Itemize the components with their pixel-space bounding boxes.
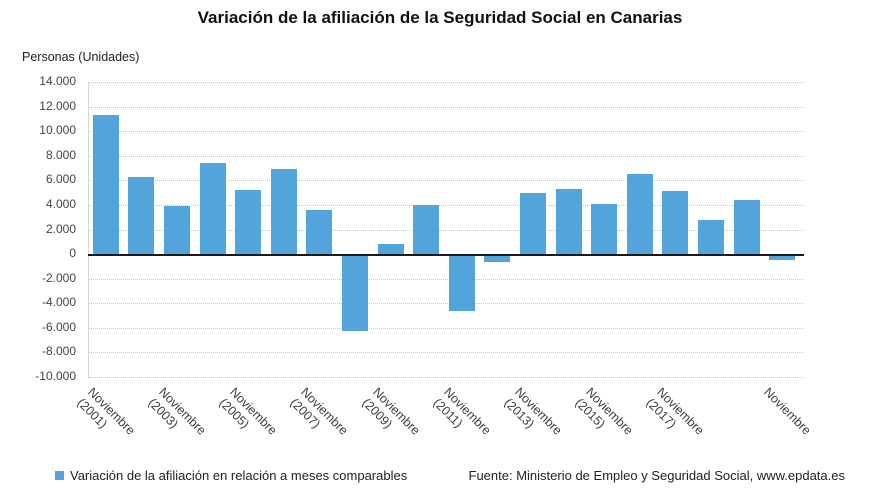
x-tick-label: Noviembre (2003) [145,385,209,438]
x-tick-label: Noviembre (2007) [287,385,352,438]
gridline [88,303,804,305]
y-tick-label: -4.000 [41,295,76,310]
bar-14[interactable] [555,188,582,255]
x-tick-label: Noviembre (2005) [216,385,280,438]
x-tick-label: Noviembre [761,385,814,438]
legend-item[interactable]: Variación de la afiliación en relación a… [55,468,407,483]
y-tick-label: 14.000 [39,74,76,88]
bar-3[interactable] [164,206,190,255]
bar-13[interactable] [520,192,546,255]
legend-swatch-icon [55,471,64,480]
y-tick-label: -10.000 [35,369,76,383]
y-tick-label: -8.000 [41,344,76,359]
x-tick-label: Noviembre (2015) [572,385,636,438]
gridline [88,180,804,182]
gridline [88,131,804,133]
bar-5[interactable] [235,190,262,255]
gridline [88,82,804,83]
x-tick-label: Noviembre (2009) [359,385,423,438]
bar-2[interactable] [128,176,155,255]
bar-9[interactable] [377,244,404,255]
gridline [88,278,804,280]
gridline [88,155,804,157]
y-axis-note: Personas (Unidades) [22,50,140,64]
y-tick-label: -6.000 [41,319,76,334]
source-text: Fuente: Ministerio de Empleo y Seguridad… [468,468,845,483]
bar-10[interactable] [413,204,440,255]
x-tick-label: Noviembre (2001) [74,385,138,438]
bar-6[interactable] [270,169,297,255]
bar-12[interactable] [484,256,511,263]
y-tick-label: 2.000 [45,221,76,236]
bar-17[interactable] [662,191,689,255]
y-tick-label: 0 [69,246,76,261]
y-tick-label: 4.000 [45,196,76,211]
bar-15[interactable] [591,203,618,255]
y-tick-label: 6.000 [45,172,76,187]
x-tick-label: Noviembre (2017) [643,385,708,438]
x-tick-label: Noviembre (2011) [430,385,494,438]
bar-8[interactable] [342,256,368,332]
x-tick-label: Noviembre (2013) [501,385,565,438]
y-tick-label: 10.000 [39,123,76,138]
y-tick-label: -2.000 [41,270,76,285]
gridline [88,229,804,231]
bar-16[interactable] [626,174,653,255]
gridline [88,352,804,354]
chart-footer: Variación de la afiliación en relación a… [55,468,845,483]
bar-18[interactable] [698,219,724,255]
bar-7[interactable] [306,209,333,255]
bar-11[interactable] [448,256,475,312]
y-tick-label: 8.000 [45,147,76,162]
chart-title: Variación de la afiliación de la Segurid… [197,8,683,27]
gridline [88,377,804,378]
bar-19[interactable] [733,200,760,255]
bar-1[interactable] [92,115,119,255]
legend-label: Variación de la afiliación en relación a… [70,468,408,483]
gridline [88,204,804,206]
zero-axis-line [88,254,804,257]
bar-20[interactable] [769,256,796,260]
gridline [88,106,804,108]
y-axis-line [88,82,89,377]
y-tick-label: 12.000 [39,98,76,113]
bar-4[interactable] [199,163,226,255]
gridline [88,327,804,329]
